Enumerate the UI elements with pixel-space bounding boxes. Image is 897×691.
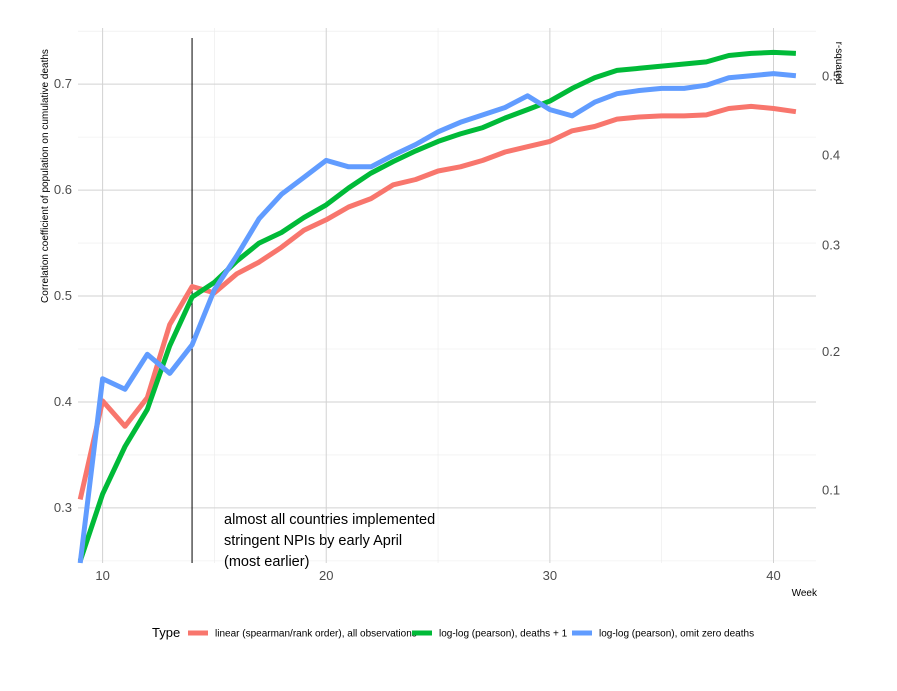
y-axis-title: Correlation coefficient of population on… (40, 49, 51, 303)
legend-label: log-log (pearson), deaths + 1 (439, 629, 568, 640)
annotation-line-1: almost all countries implemented (224, 512, 435, 528)
y2-tick-label: 0.5 (822, 69, 840, 84)
y-tick-label: 0.3 (54, 500, 72, 515)
annotation-line-3: (most earlier) (224, 554, 309, 570)
y-tick-label: 0.7 (54, 76, 72, 91)
legend-item-2: log-log (pearson), deaths + 1 (412, 629, 568, 640)
grid-lines (78, 28, 816, 563)
legend-label: linear (spearman/rank order), all observ… (215, 629, 417, 640)
x-axis-title: Week (792, 588, 818, 599)
annotation-line-2: stringent NPIs by early April (224, 533, 402, 549)
y2-tick-label: 0.2 (822, 344, 840, 359)
x-tick-label: 10 (95, 568, 109, 583)
y2-tick-label: 0.4 (822, 148, 840, 163)
y2-tick-label: 0.1 (822, 483, 840, 498)
x-tick-label: 20 (319, 568, 333, 583)
legend-title: Type (152, 625, 180, 640)
y-tick-label: 0.6 (54, 182, 72, 197)
annotation-group: almost all countries implemented stringe… (224, 512, 435, 570)
series-line-2 (77, 49, 797, 562)
series-line-1 (77, 103, 797, 500)
y-tick-label: 0.4 (54, 394, 72, 409)
y-tick-label: 0.5 (54, 288, 72, 303)
tick-labels: 0.3 0.4 0.5 0.6 0.7 10 20 30 40 0.1 0.2 0.3 0.4 0.5 (54, 69, 840, 583)
legend-item-1: linear (spearman/rank order), all observ… (188, 629, 417, 640)
x-tick-label: 30 (543, 568, 557, 583)
series-lines (77, 49, 797, 564)
series-line-3 (77, 71, 797, 564)
x-tick-label: 40 (766, 568, 780, 583)
legend-label: log-log (pearson), omit zero deaths (599, 629, 754, 640)
legend-item-3: log-log (pearson), omit zero deaths (572, 629, 754, 640)
legend: Type linear (spearman/rank order), all o… (152, 625, 754, 640)
secondary-y-axis-title: r-squared (833, 42, 844, 85)
y2-tick-label: 0.3 (822, 237, 840, 252)
